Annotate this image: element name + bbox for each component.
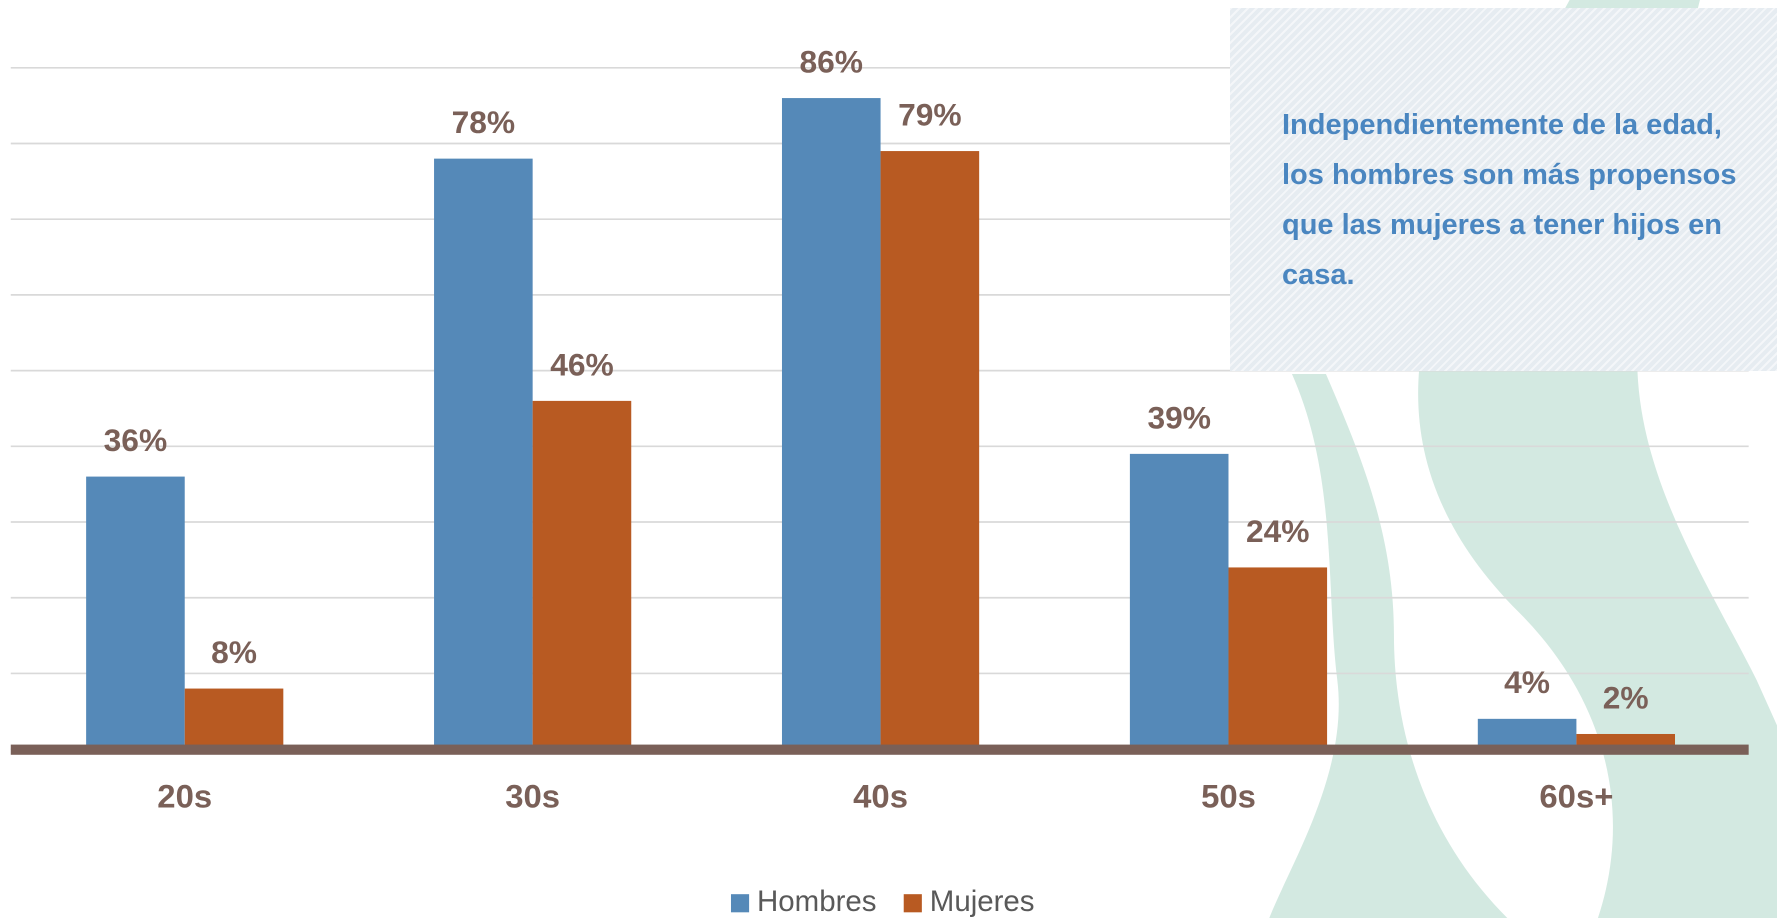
x-tick-label: 50s (1201, 778, 1256, 815)
x-tick-label: 40s (853, 778, 908, 815)
value-label: 78% (452, 104, 515, 140)
value-label: 86% (800, 43, 863, 79)
background-shape (1269, 374, 1508, 918)
annotation: Independientemente de la edad, los hombr… (1282, 109, 1737, 291)
bar (184, 688, 284, 750)
x-tick-label: 60s+ (1539, 778, 1613, 815)
bar (1129, 453, 1229, 750)
value-label: 24% (1246, 513, 1309, 549)
bar (1477, 718, 1577, 750)
annotation-box: Independientemente de la edad, los hombr… (1230, 8, 1777, 371)
x-tick-label: 20s (157, 778, 212, 815)
legend-label: Mujeres (930, 885, 1035, 918)
value-label: 79% (898, 96, 961, 132)
x-axis (10, 744, 1749, 755)
bar (86, 476, 185, 750)
value-label: 36% (104, 422, 167, 458)
bar (1228, 567, 1328, 750)
x-tick-label: 30s (505, 778, 560, 815)
bar (434, 158, 533, 750)
value-label: 4% (1504, 664, 1550, 700)
bar (781, 98, 881, 750)
bar (880, 151, 980, 750)
legend-swatch (903, 894, 922, 913)
value-label: 2% (1603, 679, 1649, 715)
legend-swatch (730, 894, 750, 913)
value-label: 39% (1147, 399, 1210, 435)
value-label: 46% (550, 346, 613, 382)
bar (532, 400, 632, 750)
legend-label: Hombres (757, 885, 876, 918)
value-label: 8% (211, 634, 257, 670)
